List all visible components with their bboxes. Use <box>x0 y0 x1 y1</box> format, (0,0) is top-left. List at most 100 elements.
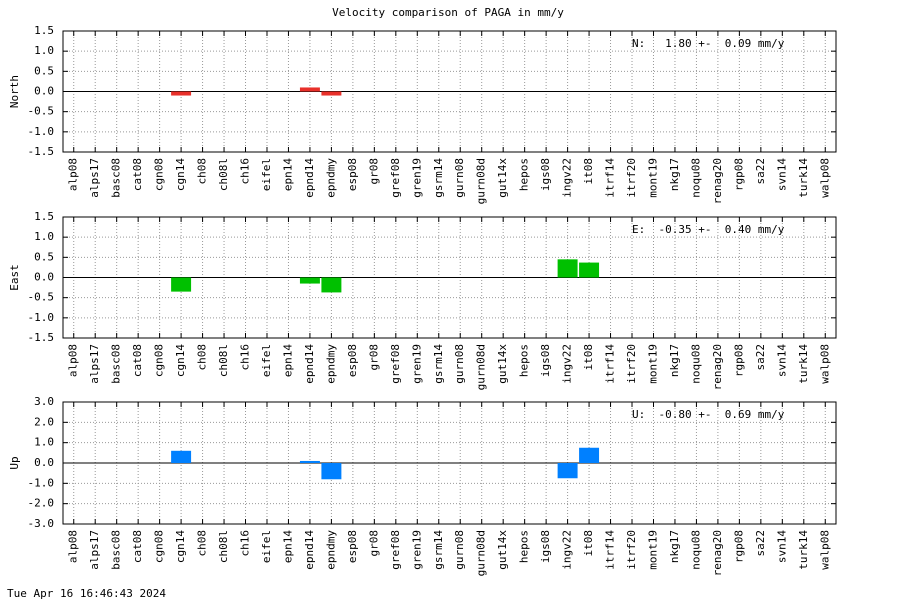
x-tick-label: rgp08 <box>732 344 745 377</box>
x-tick-label: gurn08d <box>475 158 488 204</box>
x-tick-label: eifel <box>260 530 273 563</box>
y-tick-label: 0.5 <box>34 250 54 263</box>
x-tick-label: itrf14 <box>604 530 617 570</box>
x-tick-label: epn14 <box>281 158 294 191</box>
y-tick-label: 0.5 <box>34 64 54 77</box>
x-tick-label: ch08l <box>217 158 230 191</box>
x-tick-label: walp08 <box>818 158 831 198</box>
x-tick-label: nkg17 <box>668 344 681 377</box>
x-tick-label: ch08l <box>217 530 230 563</box>
x-tick-label: igs08 <box>539 530 552 563</box>
bar <box>299 277 320 284</box>
y-tick-label: 3.0 <box>34 395 54 408</box>
x-tick-label: itrf20 <box>625 344 638 384</box>
x-tick-label: gref08 <box>389 530 402 570</box>
x-tick-label: noqu08 <box>689 158 702 198</box>
y-axis-label: Up <box>8 456 21 469</box>
x-tick-label: ch08 <box>196 158 209 185</box>
x-tick-label: svn14 <box>775 158 788 191</box>
x-tick-label: turk14 <box>797 344 810 384</box>
x-tick-label: gsrm14 <box>432 530 445 570</box>
x-tick-label: gr08 <box>367 344 380 371</box>
x-tick-label: cat08 <box>131 344 144 377</box>
x-tick-label: gren19 <box>410 530 423 570</box>
x-tick-label: gut14x <box>496 530 509 570</box>
x-tick-label: mont19 <box>646 158 659 198</box>
x-tick-label: alps17 <box>88 344 101 384</box>
x-tick-label: hepos <box>518 530 531 563</box>
x-tick-label: cat08 <box>131 530 144 563</box>
x-tick-label: rgp08 <box>732 530 745 563</box>
y-tick-label: 0.0 <box>34 456 54 469</box>
x-tick-label: gr08 <box>367 158 380 185</box>
x-tick-label: basc08 <box>110 158 123 198</box>
y-tick-label: -1.0 <box>28 311 55 324</box>
bar <box>171 91 192 96</box>
x-tick-label: nkg17 <box>668 530 681 563</box>
x-tick-label: renag20 <box>711 530 724 576</box>
annotation: E: -0.35 +- 0.40 mm/y <box>632 223 785 236</box>
y-tick-label: -0.5 <box>28 105 55 118</box>
y-tick-label: -0.5 <box>28 291 55 304</box>
bar <box>299 460 320 463</box>
x-tick-label: cgn14 <box>174 530 187 563</box>
bar <box>557 259 578 278</box>
x-tick-label: hepos <box>518 158 531 191</box>
x-tick-label: mont19 <box>646 530 659 570</box>
x-tick-label: gren19 <box>410 344 423 384</box>
y-tick-label: 2.0 <box>34 415 54 428</box>
x-tick-label: gurn08 <box>453 530 466 570</box>
x-tick-label: gsrm14 <box>432 158 445 198</box>
y-tick-label: -1.5 <box>28 145 55 158</box>
annotation: N: 1.80 +- 0.09 mm/y <box>632 37 785 50</box>
x-tick-label: epn14 <box>281 530 294 563</box>
x-tick-label: itrf20 <box>625 158 638 198</box>
x-tick-label: esp08 <box>346 344 359 377</box>
x-tick-label: eifel <box>260 158 273 191</box>
x-tick-label: ingv22 <box>561 158 574 198</box>
x-tick-label: ingv22 <box>561 530 574 570</box>
x-tick-label: gut14x <box>496 158 509 198</box>
x-tick-label: noqu08 <box>689 344 702 384</box>
x-tick-label: rgp08 <box>732 158 745 191</box>
x-tick-label: gsrm14 <box>432 344 445 384</box>
x-tick-label: it08 <box>582 158 595 185</box>
x-tick-label: svn14 <box>775 344 788 377</box>
x-tick-label: turk14 <box>797 530 810 570</box>
footer-timestamp: Tue Apr 16 16:46:43 2024 <box>7 587 166 600</box>
x-tick-label: mont19 <box>646 344 659 384</box>
x-tick-label: alp08 <box>67 158 80 191</box>
y-tick-label: -3.0 <box>28 517 55 530</box>
x-tick-label: gurn08d <box>475 530 488 576</box>
y-tick-label: 1.0 <box>34 230 54 243</box>
x-tick-label: epn14 <box>281 344 294 377</box>
x-tick-label: basc08 <box>110 530 123 570</box>
bar <box>579 447 600 463</box>
plot-frame <box>62 401 837 525</box>
bar <box>171 450 192 463</box>
x-tick-label: epnd14 <box>303 158 316 198</box>
x-tick-label: epnd14 <box>303 530 316 570</box>
x-tick-label: noqu08 <box>689 530 702 570</box>
x-tick-label: gurn08d <box>475 344 488 390</box>
bar <box>321 91 342 96</box>
y-axis-label: East <box>8 264 21 291</box>
x-tick-label: ch16 <box>239 530 252 557</box>
y-tick-label: -1.0 <box>28 125 55 138</box>
x-tick-label: alps17 <box>88 530 101 570</box>
x-tick-label: walp08 <box>818 530 831 570</box>
y-tick-label: 1.0 <box>34 436 54 449</box>
x-tick-label: alp08 <box>67 530 80 563</box>
plot-frame <box>62 30 837 153</box>
x-tick-label: renag20 <box>711 158 724 204</box>
annotation: U: -0.80 +- 0.69 mm/y <box>632 408 785 421</box>
x-tick-label: gurn08 <box>453 344 466 384</box>
x-tick-label: itrf20 <box>625 530 638 570</box>
x-tick-label: alps17 <box>88 158 101 198</box>
x-tick-label: esp08 <box>346 530 359 563</box>
y-tick-label: 0.0 <box>34 271 54 284</box>
x-tick-label: gut14x <box>496 344 509 384</box>
y-tick-label: 1.0 <box>34 44 54 57</box>
bar <box>321 463 342 480</box>
